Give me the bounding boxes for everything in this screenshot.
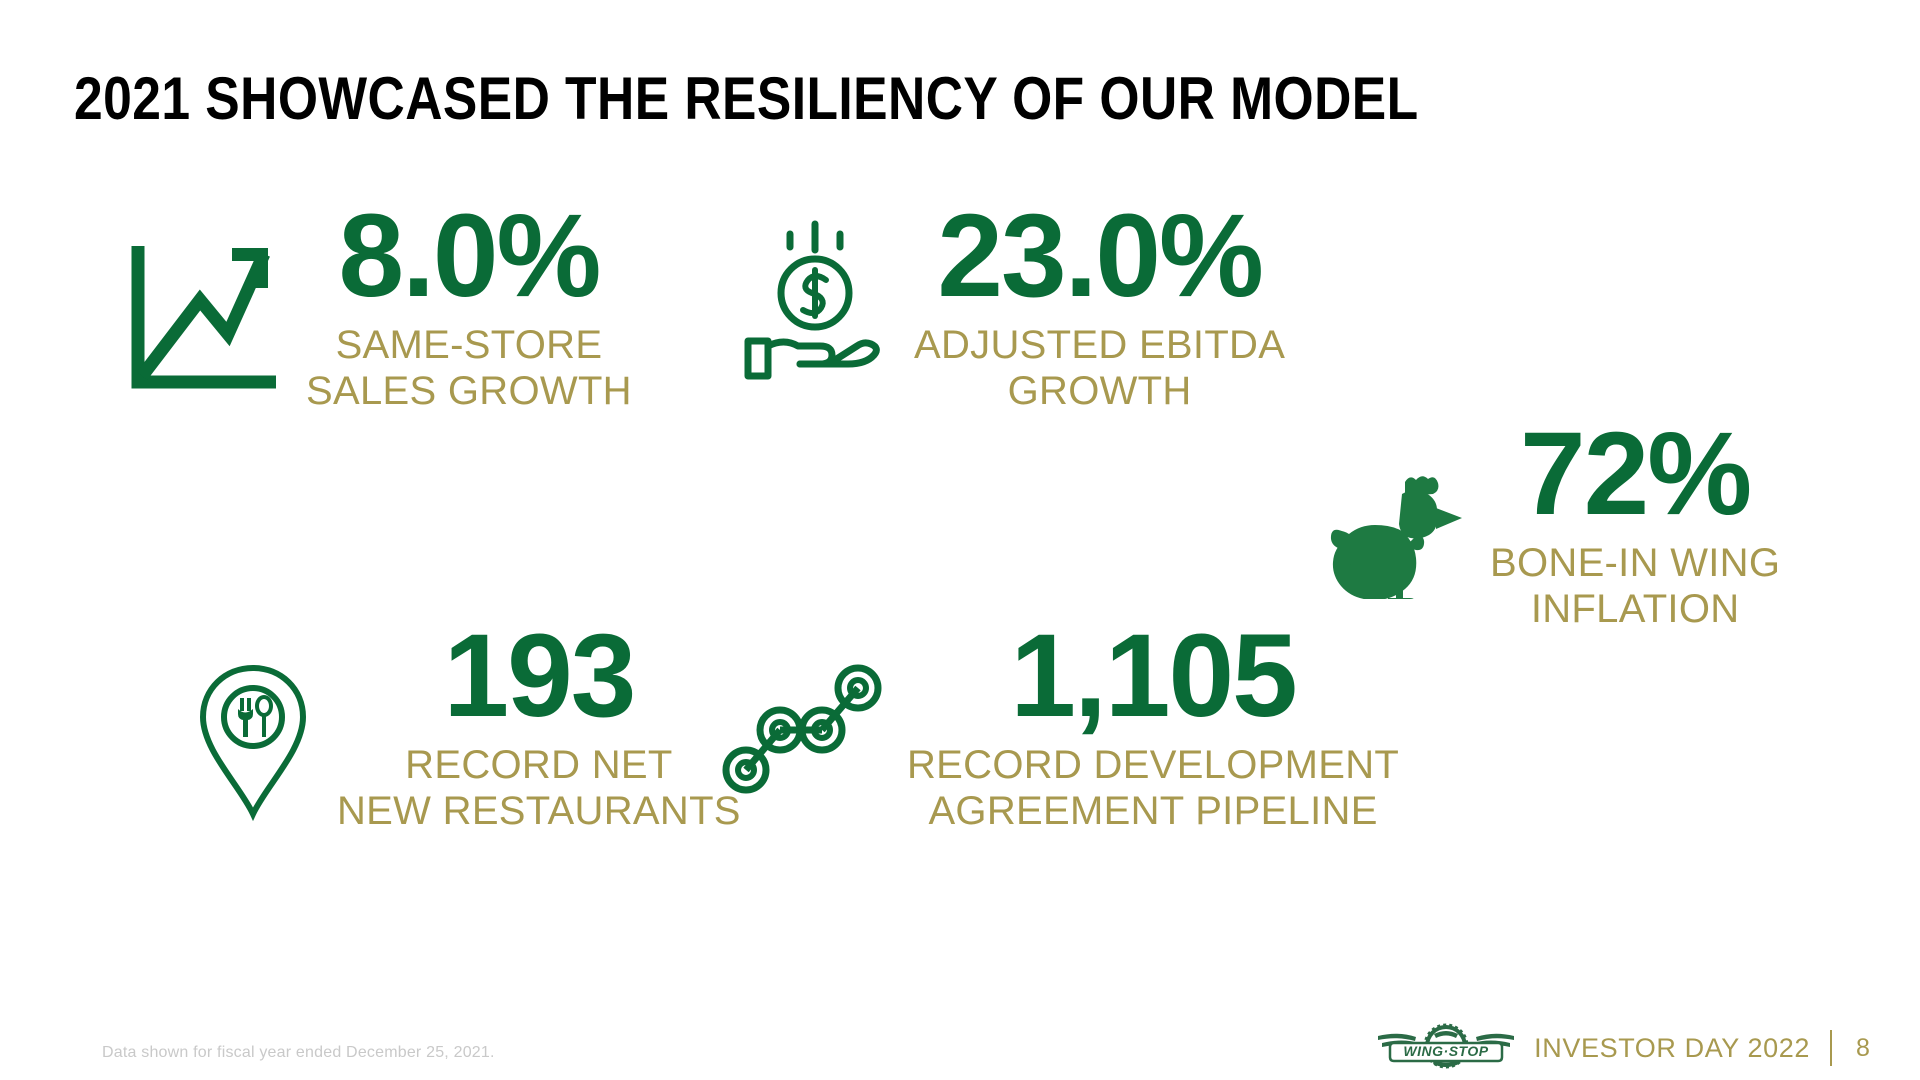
stat-label: RECORD NET NEW RESTAURANTS <box>337 743 741 834</box>
footer-brand-group: WING·STOP INVESTOR DAY 2022 8 <box>1376 1020 1872 1076</box>
restaurant-location-pin-icon <box>196 662 311 827</box>
stat-block-same-store-sales-growth: 8.0% SAME-STORE SALES GROWTH <box>128 190 632 415</box>
trending-up-arrow-icon <box>128 230 278 405</box>
stat-text-group: 72% BONE-IN WING INFLATION <box>1490 408 1781 633</box>
footer-divider <box>1830 1030 1832 1066</box>
stat-block-record-development-agreement-pipeline: 1,105 RECORD DEVELOPMENT AGREEMENT PIPEL… <box>718 610 1400 835</box>
stat-block-record-net-new-restaurants: 193 RECORD NET NEW RESTAURANTS <box>196 610 741 835</box>
footnote-text: Data shown for fiscal year ended Decembe… <box>102 1044 495 1061</box>
stat-value: 23.0% <box>937 190 1264 322</box>
stat-label: RECORD DEVELOPMENT AGREEMENT PIPELINE <box>907 743 1400 834</box>
stat-value: 72% <box>1520 408 1752 540</box>
stat-text-group: 193 RECORD NET NEW RESTAURANTS <box>337 610 741 835</box>
stat-label: SAME-STORE SALES GROWTH <box>306 323 632 414</box>
stat-value: 1,105 <box>1010 610 1297 742</box>
stat-value: 8.0% <box>338 190 601 322</box>
page-number: 8 <box>1856 1033 1870 1062</box>
stat-text-group: 1,105 RECORD DEVELOPMENT AGREEMENT PIPEL… <box>907 610 1400 835</box>
stat-text-group: 23.0% ADJUSTED EBITDA GROWTH <box>914 190 1286 415</box>
stat-label: BONE-IN WING INFLATION <box>1490 541 1781 632</box>
stat-block-adjusted-ebitda-growth: 23.0% ADJUSTED EBITDA GROWTH <box>740 190 1286 415</box>
stat-block-bone-in-wing-inflation: 72% BONE-IN WING INFLATION <box>1330 408 1781 633</box>
network-nodes-icon <box>718 658 883 803</box>
stat-label: ADJUSTED EBITDA GROWTH <box>914 323 1286 414</box>
stat-value: 193 <box>443 610 636 742</box>
svg-text:WING·STOP: WING·STOP <box>1404 1043 1489 1059</box>
stat-text-group: 8.0% SAME-STORE SALES GROWTH <box>306 190 632 415</box>
page-title: 2021 SHOWCASED THE RESILIENCY OF OUR MOD… <box>74 65 1419 133</box>
hand-holding-coin-icon <box>740 220 890 390</box>
footer-event-label: INVESTOR DAY 2022 <box>1534 1032 1810 1063</box>
wingstop-logo-icon: WING·STOP <box>1376 1019 1516 1078</box>
chicken-icon <box>1330 474 1470 607</box>
